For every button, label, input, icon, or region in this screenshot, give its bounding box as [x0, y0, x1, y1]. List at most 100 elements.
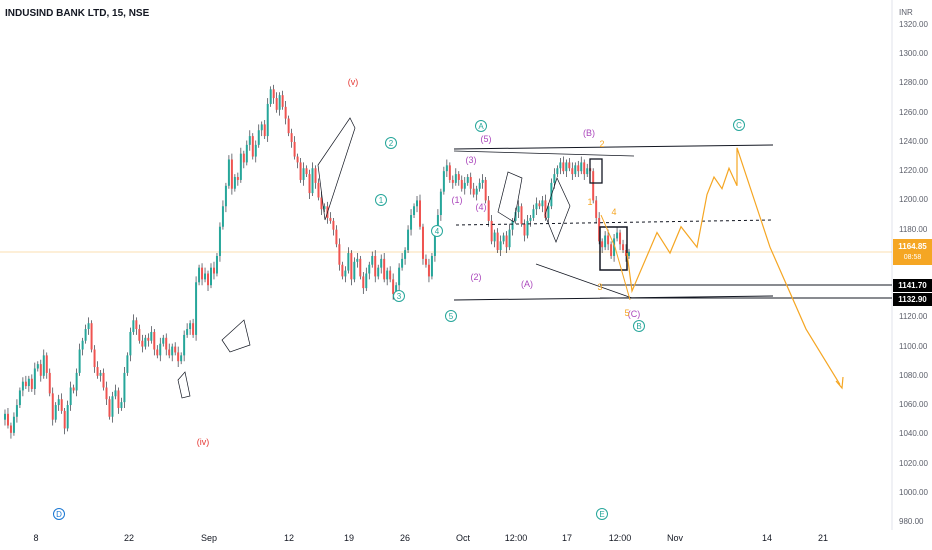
svg-text:3: 3: [397, 292, 402, 301]
svg-text:E: E: [599, 510, 604, 519]
projection-arrowhead: [835, 376, 844, 390]
candle-body: [75, 372, 78, 391]
candle-body: [60, 399, 63, 411]
time-tick-label: 8: [33, 533, 39, 543]
candle-body: [496, 232, 499, 251]
candle-body: [433, 232, 436, 256]
wave-labels: (v) (iv) D E 1 2 3 4 5 A B C (1) (2) (3) (4) (5) (A) (B) (C…: [53, 77, 745, 520]
candle-body: [251, 136, 254, 157]
candle-body: [395, 285, 398, 294]
price-tick-label: 1060.00: [899, 400, 928, 410]
symbol-title: INDUSIND BANK LTD, 15, NSE: [5, 8, 150, 19]
candle-body: [120, 402, 123, 408]
candle-body: [344, 270, 347, 277]
candle-body: [451, 179, 454, 183]
candle-body: [368, 264, 371, 274]
candle-body: [413, 206, 416, 216]
wave-label: 1: [375, 194, 387, 206]
candle-body: [341, 264, 344, 277]
candle-body: [290, 133, 293, 142]
candle-body: [421, 226, 424, 259]
svg-text:4: 4: [611, 207, 616, 217]
upper-channel-line: [453, 144, 774, 150]
candle-body: [87, 323, 90, 330]
candle-body: [81, 340, 84, 350]
candle-body: [484, 179, 487, 201]
price-tick-label: 1080.00: [899, 370, 928, 380]
candle-body: [186, 329, 189, 335]
candle-body: [215, 255, 218, 274]
candle-body: [472, 188, 475, 195]
wave-label: (v): [348, 77, 359, 87]
candle-body: [350, 253, 353, 280]
candle-body: [371, 255, 374, 265]
svg-text:1: 1: [587, 197, 592, 207]
candle-body: [242, 153, 245, 163]
svg-text:(3): (3): [466, 155, 477, 165]
candle-body: [305, 168, 308, 175]
candle-body: [51, 393, 54, 420]
candle-body: [129, 331, 132, 356]
svg-text:3: 3: [597, 282, 602, 292]
candle-body: [571, 168, 574, 175]
pattern-lines: [177, 117, 892, 399]
price-tick-label: 1320.00: [899, 20, 928, 29]
candle-body: [619, 232, 622, 245]
candle-body: [529, 217, 532, 221]
candle-body: [159, 343, 162, 356]
candle-body: [156, 349, 159, 356]
candle-body: [568, 162, 571, 169]
candle-body: [457, 174, 460, 180]
candle-body: [93, 349, 96, 368]
candle-body: [254, 144, 257, 157]
candle-body: [278, 95, 281, 110]
candle-body: [469, 177, 472, 189]
candle-body: [502, 235, 505, 242]
price-tick-label: 1300.00: [899, 49, 928, 59]
candle-body: [416, 200, 419, 207]
candle-body: [15, 405, 18, 417]
wave-label: D: [53, 508, 65, 520]
candle-body: [601, 241, 604, 248]
candle-body: [532, 209, 535, 218]
consolidation-box-1: [589, 158, 603, 184]
candle-body: [628, 251, 630, 256]
candle-body: [260, 124, 263, 131]
candle-body: [263, 124, 266, 137]
wave-projection: [600, 147, 844, 390]
candle-body: [218, 226, 221, 256]
candle-body: [359, 258, 362, 277]
candle-body: [445, 165, 448, 172]
candle-body: [183, 334, 186, 356]
candle-body: [541, 200, 544, 207]
candle-body: [356, 258, 359, 262]
price-tick-label: 1240.00: [899, 136, 928, 146]
price-tick-label: 980.00: [899, 517, 924, 526]
candles: [3, 84, 630, 439]
candle-body: [577, 165, 580, 172]
bar-countdown: 08:58: [903, 254, 922, 261]
candle-body: [592, 171, 595, 201]
time-tick-label: 14: [761, 533, 773, 543]
candle-body: [132, 320, 135, 332]
candle-body: [401, 258, 404, 268]
candle-body: [42, 355, 45, 376]
candle-body: [221, 206, 224, 227]
candle-body: [610, 244, 613, 256]
candle-body: [454, 174, 457, 183]
svg-text:4: 4: [435, 227, 440, 236]
time-tick-label: 17: [561, 533, 573, 543]
price-tick-label: 1220.00: [899, 166, 928, 176]
candle-body: [398, 267, 401, 286]
price-tag-1132: 1132.90: [893, 293, 932, 306]
wave-label: (A): [521, 279, 533, 289]
svg-text:5: 5: [624, 308, 629, 318]
currency-label: INR: [899, 8, 913, 17]
candle-body: [517, 206, 520, 213]
candle-body: [39, 364, 42, 376]
wave-a-trendline: [535, 263, 633, 299]
wave-label: E: [596, 508, 608, 520]
svg-text:5: 5: [449, 312, 454, 321]
wave-label: (iv): [197, 437, 210, 447]
